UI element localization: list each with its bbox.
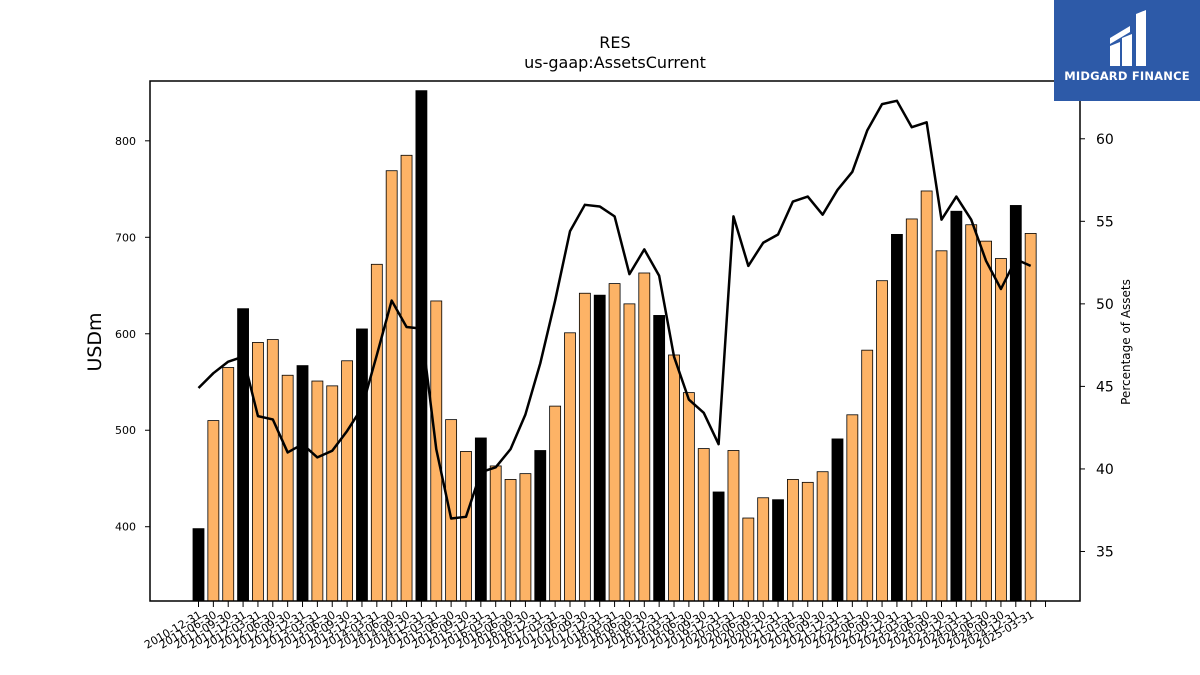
bar — [193, 529, 204, 601]
chart: RES us-gaap:AssetsCurrent 400 500 600 700 80… — [0, 0, 1200, 675]
bar — [862, 350, 873, 601]
y-tick-label: 500 — [115, 424, 136, 437]
bar — [490, 466, 501, 601]
bar — [981, 241, 992, 601]
bar — [906, 219, 917, 601]
bar — [995, 259, 1006, 601]
bar — [936, 251, 947, 601]
logo-mark-icon — [1102, 8, 1152, 70]
bar — [847, 415, 858, 601]
bar — [951, 211, 962, 601]
bar — [208, 421, 219, 601]
bar — [802, 482, 813, 601]
bar — [356, 329, 367, 601]
y2-axis-label: Percentage of Assets — [1119, 279, 1133, 405]
bar — [386, 171, 397, 601]
bar — [698, 449, 709, 601]
bar — [1025, 233, 1036, 601]
bar — [832, 439, 843, 601]
bar — [371, 264, 382, 601]
bar — [817, 472, 828, 601]
bar — [297, 366, 308, 601]
logo-text: MIDGARD FINANCE — [1054, 69, 1200, 83]
bar — [535, 451, 546, 602]
bar — [683, 393, 694, 601]
bar — [787, 479, 798, 601]
y2-tick-label: 40 — [1096, 462, 1114, 478]
y2-tick-label: 35 — [1096, 544, 1114, 560]
bar — [475, 438, 486, 601]
bar — [505, 479, 516, 601]
y2-tick-label: 45 — [1096, 379, 1114, 395]
y2-tick-label: 55 — [1096, 214, 1114, 230]
bar — [743, 518, 754, 601]
bar — [654, 315, 665, 601]
bar — [342, 361, 353, 601]
bar — [520, 474, 531, 601]
chart-subtitle: us-gaap:AssetsCurrent — [524, 53, 706, 72]
bar — [773, 500, 784, 601]
bar — [416, 91, 427, 601]
bar — [401, 155, 412, 601]
bar — [252, 342, 263, 601]
y-tick-label: 400 — [115, 521, 136, 534]
bar — [669, 355, 680, 601]
bar — [223, 368, 234, 601]
bar — [460, 451, 471, 601]
bar — [267, 340, 278, 601]
bar — [728, 451, 739, 602]
bar — [327, 386, 338, 601]
y2-tick-label: 50 — [1096, 297, 1114, 313]
bar — [594, 295, 605, 601]
midgard-finance-logo: MIDGARD FINANCE — [1054, 0, 1200, 101]
bar — [966, 225, 977, 601]
bar — [565, 333, 576, 601]
y-tick-label: 800 — [115, 135, 136, 148]
x-axis: 2010-12-312011-06-302011-09-302011-12-31… — [142, 601, 1045, 652]
bar — [713, 492, 724, 601]
left-axis: 400 500 600 700 800 — [115, 135, 150, 534]
chart-title: RES — [599, 33, 630, 52]
y-tick-label: 600 — [115, 328, 136, 341]
bar — [550, 406, 561, 601]
bar — [891, 234, 902, 601]
bar — [921, 191, 932, 601]
bars — [193, 91, 1036, 601]
bar — [282, 375, 293, 601]
y2-tick-label: 60 — [1096, 132, 1114, 148]
bar — [579, 293, 590, 601]
bar — [877, 281, 888, 601]
bar — [639, 273, 650, 601]
right-axis: 35 40 45 50 55 60 — [1080, 132, 1114, 561]
bar — [312, 381, 323, 601]
y-tick-label: 700 — [115, 231, 136, 244]
bar — [238, 309, 249, 601]
bar — [446, 420, 457, 601]
y-axis-label: USDm — [84, 312, 106, 371]
bar — [609, 284, 620, 601]
bar — [758, 498, 769, 601]
bar — [624, 304, 635, 601]
